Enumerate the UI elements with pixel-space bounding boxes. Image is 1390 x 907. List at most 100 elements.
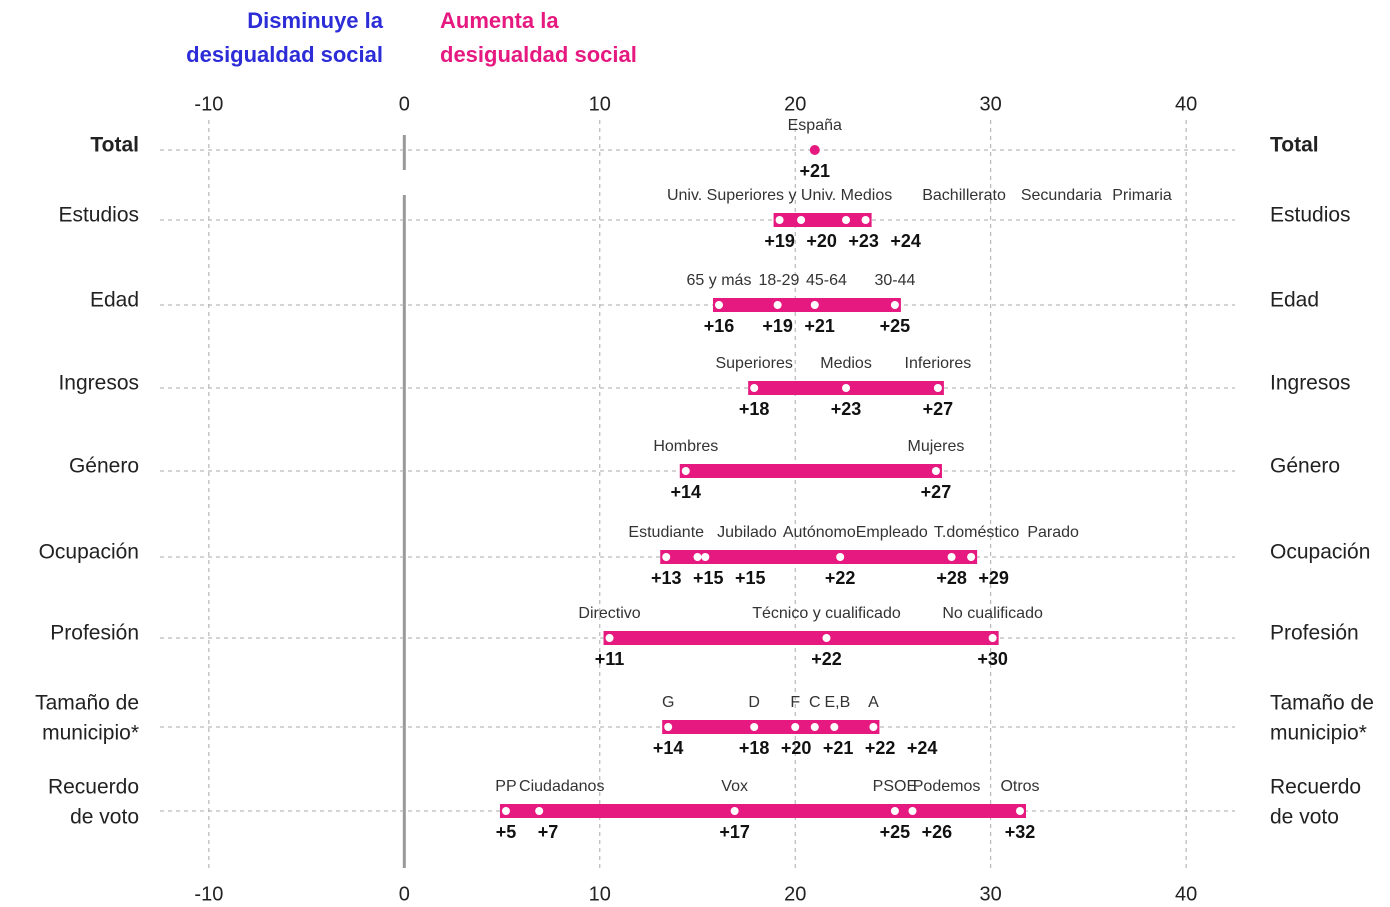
row-label: Ingresos xyxy=(1270,372,1351,395)
x-tick-label: -10 xyxy=(194,883,223,905)
point-name: Parado xyxy=(1027,524,1079,541)
point-name: Directivo xyxy=(578,605,640,622)
dot xyxy=(842,216,851,224)
x-tick-label: 20 xyxy=(784,883,806,905)
dot xyxy=(701,553,710,561)
point-name: Ciudadanos xyxy=(519,778,604,795)
point-name: Hombres xyxy=(653,438,718,455)
dot xyxy=(501,807,510,815)
point-name: E,B xyxy=(824,694,850,711)
value-label: +22 xyxy=(865,738,896,758)
row-label: Ocupación xyxy=(1270,541,1370,564)
value-label: +19 xyxy=(764,231,795,251)
row-label: Tamaño de xyxy=(1270,692,1374,715)
row-label: Edad xyxy=(1270,289,1319,312)
row-label: Recuerdo xyxy=(48,776,139,799)
row-label: Recuerdo xyxy=(1270,776,1361,799)
point-name: G xyxy=(662,694,674,711)
x-tick-label: 30 xyxy=(980,93,1002,115)
x-tick-label: 40 xyxy=(1175,883,1197,905)
point-name: 30-44 xyxy=(874,272,915,289)
range-bar xyxy=(773,213,872,227)
value-label: +28 xyxy=(936,568,967,588)
dot xyxy=(830,723,839,731)
dot xyxy=(715,301,723,309)
point-name: Vox xyxy=(721,778,748,795)
x-tick-label: 10 xyxy=(589,93,611,115)
dot xyxy=(908,807,917,815)
dot xyxy=(836,553,845,561)
point-name: Superiores xyxy=(715,355,792,372)
value-label: +32 xyxy=(1005,822,1036,842)
x-tick-label: 0 xyxy=(399,883,410,905)
value-label: +20 xyxy=(781,738,812,758)
point-name: PSOE xyxy=(873,778,917,795)
value-label: +23 xyxy=(831,399,862,419)
dot xyxy=(693,553,702,561)
range-bar xyxy=(662,720,880,734)
point-name: D xyxy=(748,694,760,711)
value-label: +26 xyxy=(922,822,953,842)
dot xyxy=(810,301,819,309)
dot xyxy=(947,553,956,561)
point-name: Estudiante xyxy=(628,524,704,541)
range-bar xyxy=(499,804,1026,818)
row-label: Ocupación xyxy=(39,541,139,564)
dot xyxy=(861,216,870,224)
range-bar xyxy=(679,464,942,478)
value-label: +14 xyxy=(670,482,701,502)
row-label: de voto xyxy=(1270,806,1339,829)
value-label: +7 xyxy=(538,822,559,842)
dot xyxy=(773,301,782,309)
row-label: Estudios xyxy=(1270,204,1351,227)
dot xyxy=(775,216,784,224)
point-name: Univ. Superiores y Univ. Medios xyxy=(667,187,892,204)
row-label: Total xyxy=(90,134,139,157)
point-name: 18-29 xyxy=(758,272,799,289)
value-label: +22 xyxy=(825,568,856,588)
x-tick-label: 0 xyxy=(399,93,410,115)
dot xyxy=(931,467,940,475)
point-name: Otros xyxy=(1000,778,1039,795)
dot xyxy=(791,723,800,731)
row-label: Ingresos xyxy=(58,372,139,395)
point-name: Primaria xyxy=(1112,187,1172,204)
annotation: Disminuye la xyxy=(247,8,383,33)
dot xyxy=(662,553,671,561)
dot xyxy=(810,723,819,731)
dot xyxy=(933,384,942,392)
dot xyxy=(890,807,899,815)
row-label: municipio* xyxy=(42,722,139,745)
x-tick-label: 40 xyxy=(1175,93,1197,115)
point-name: España xyxy=(788,117,842,134)
value-label: +23 xyxy=(848,231,879,251)
row-label: Total xyxy=(1270,134,1319,157)
point-name: Bachillerato xyxy=(922,187,1006,204)
point-name: F xyxy=(790,694,800,711)
range-bar xyxy=(713,298,901,312)
point-name: Empleado xyxy=(856,524,928,541)
point-name: No cualificado xyxy=(942,605,1043,622)
point-name: A xyxy=(868,694,879,711)
annotation: desigualdad social xyxy=(186,42,383,67)
point-name: C xyxy=(809,694,821,711)
dot xyxy=(664,723,673,731)
value-label: +16 xyxy=(704,316,735,336)
point-name: Jubilado xyxy=(717,524,777,541)
point-name: Inferiores xyxy=(905,355,972,372)
x-tick-label: -10 xyxy=(194,93,223,115)
value-label: +21 xyxy=(804,316,835,336)
value-label: +30 xyxy=(977,649,1008,669)
annotation: Aumenta la xyxy=(440,8,559,33)
row-label: Tamaño de xyxy=(35,692,139,715)
value-label: +25 xyxy=(880,822,911,842)
point-name: Técnico y cualificado xyxy=(752,605,901,622)
x-tick-label: 20 xyxy=(784,93,806,115)
x-tick-label: 30 xyxy=(980,883,1002,905)
value-label: +22 xyxy=(811,649,842,669)
value-label: +20 xyxy=(806,231,837,251)
value-label: +27 xyxy=(921,482,952,502)
dot xyxy=(535,807,544,815)
dot xyxy=(809,145,820,155)
point-name: Medios xyxy=(820,355,872,372)
